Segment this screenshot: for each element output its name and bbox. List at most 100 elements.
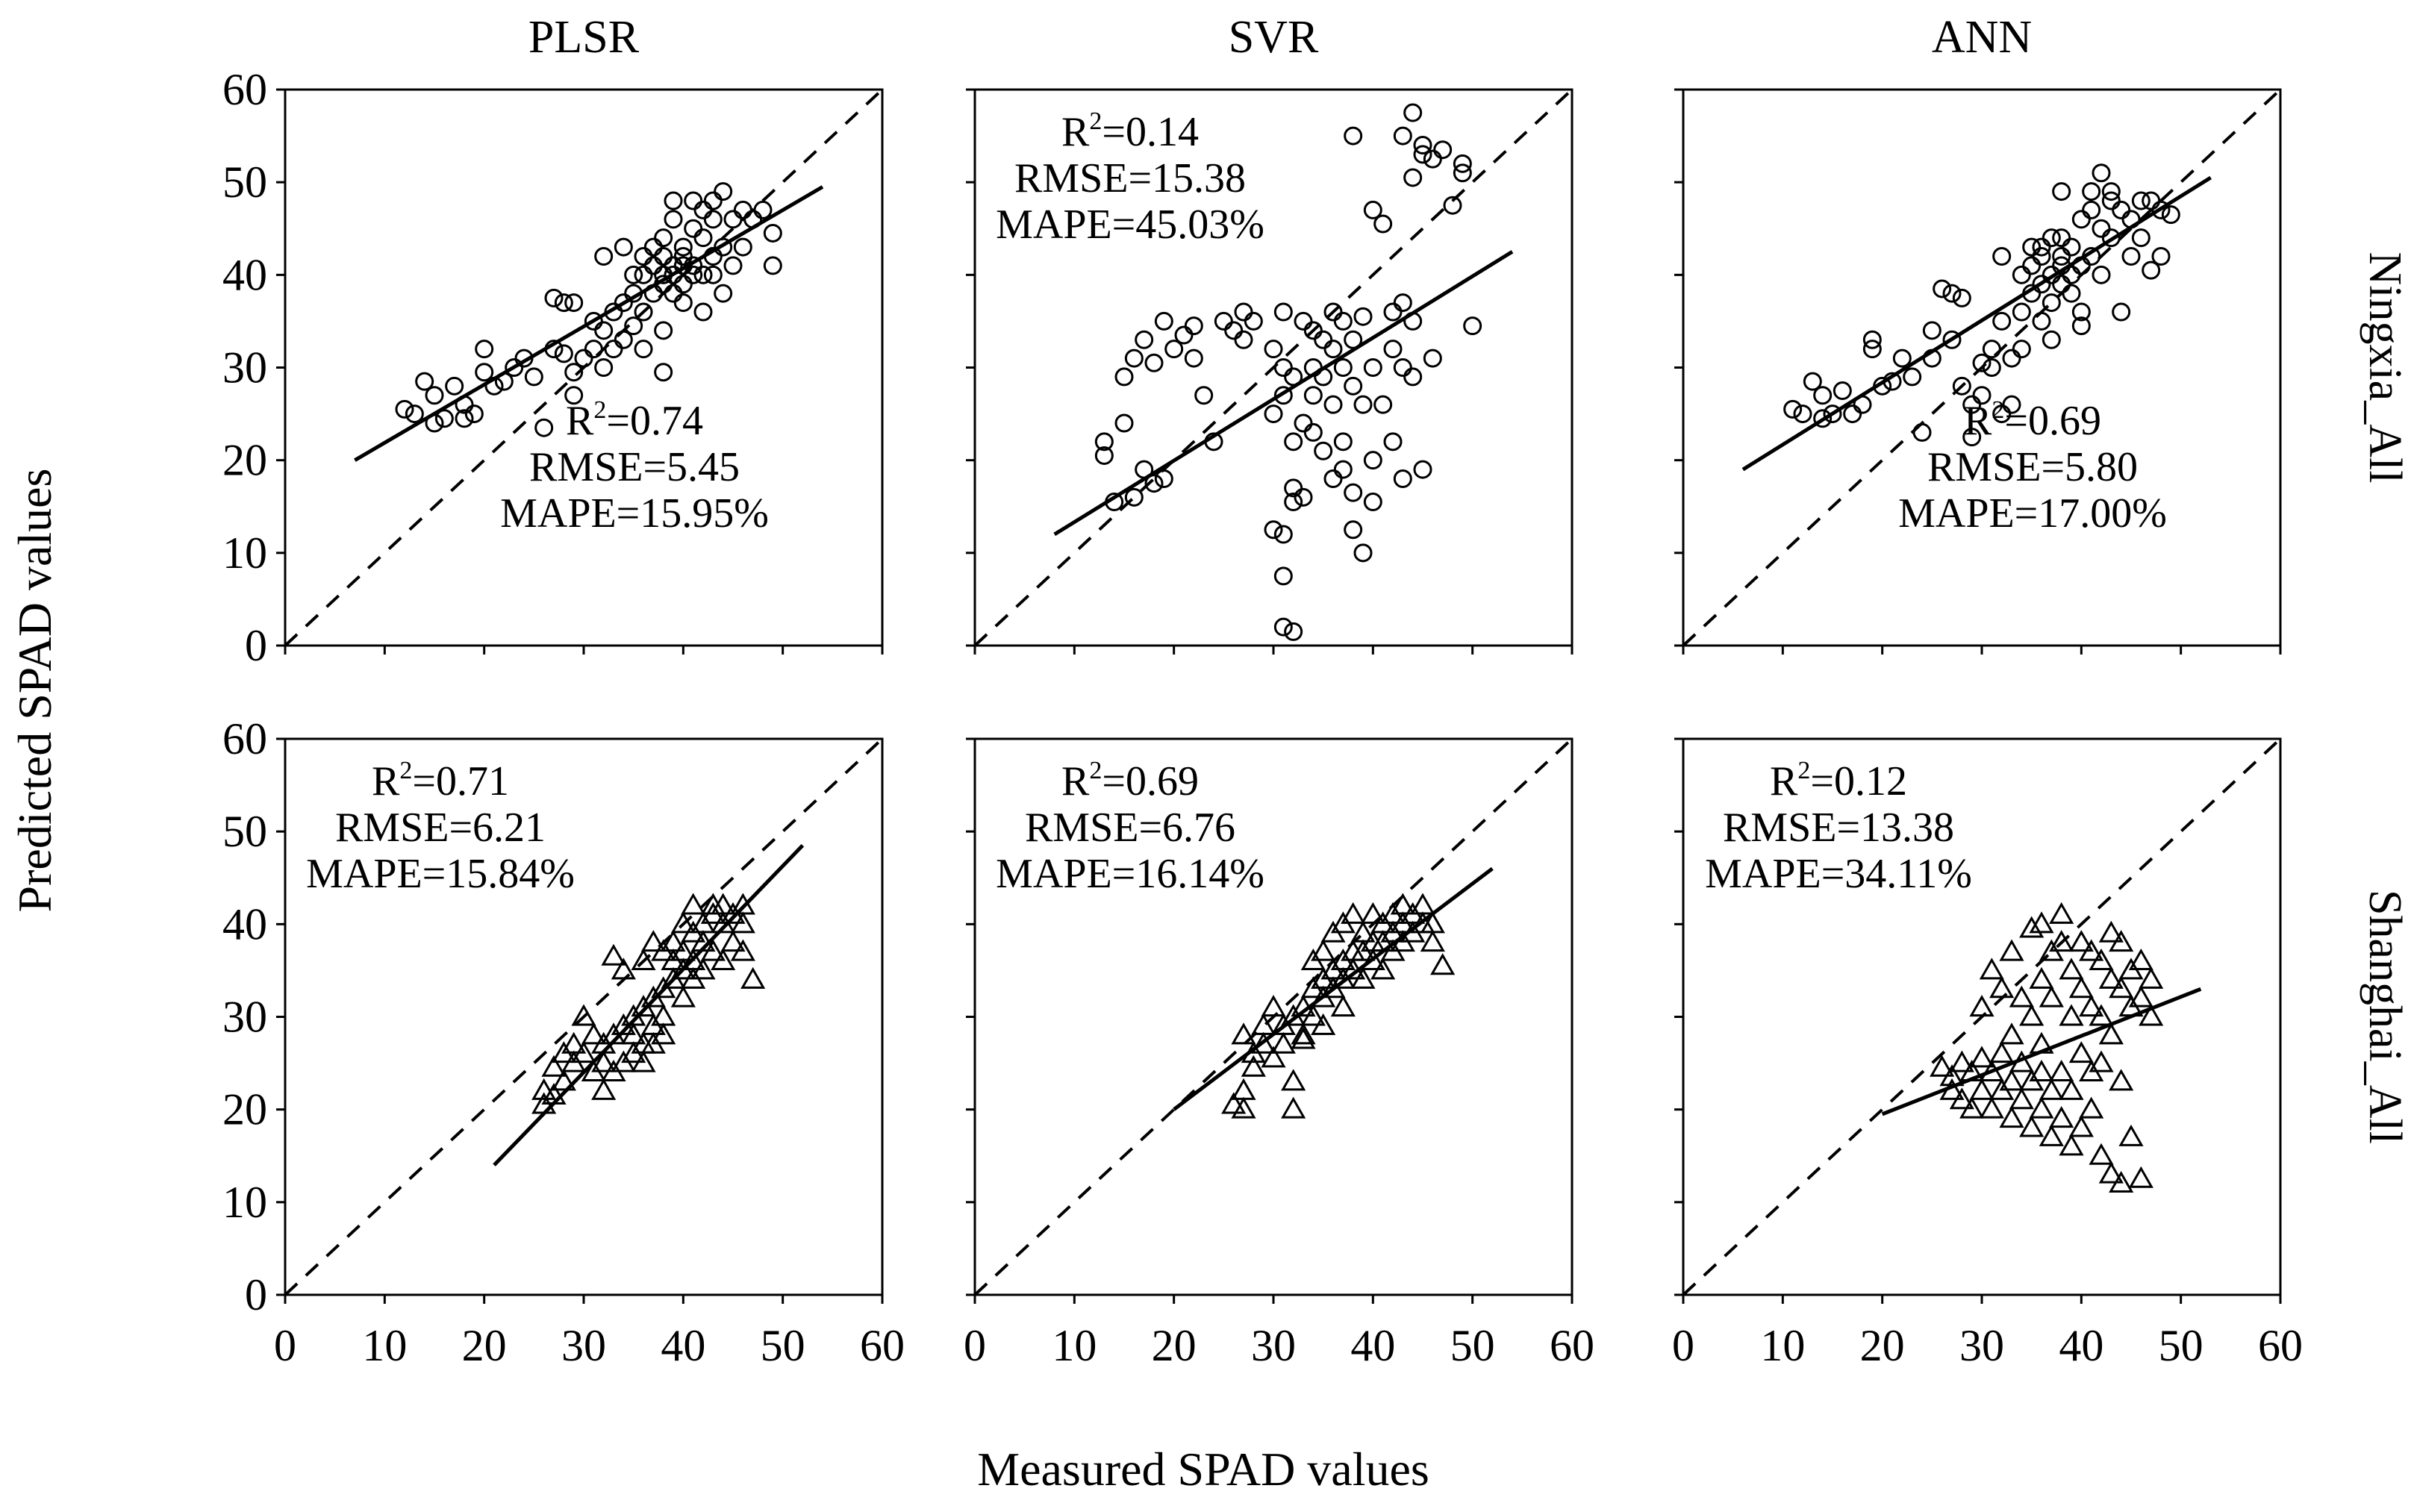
data-point (703, 191, 723, 210)
data-point (1244, 311, 1263, 331)
data-point (1413, 145, 1432, 164)
data-point (2112, 302, 2131, 322)
data-point (1423, 149, 1442, 169)
x-tick-label: 10 (1760, 1321, 1805, 1370)
data-point (1323, 395, 1343, 414)
data-point (2042, 293, 2061, 313)
y-tick-label: 30 (222, 993, 267, 1042)
data-point (2131, 191, 2151, 210)
data-point (711, 893, 736, 915)
x-tick-label: 60 (860, 1321, 905, 1370)
data-point (1264, 404, 1283, 424)
row-label: Shanghai_All (2360, 890, 2410, 1144)
data-point (2029, 966, 2054, 989)
data-point (564, 363, 584, 382)
data-point (1154, 469, 1173, 488)
data-point (654, 247, 673, 266)
data-point (1903, 367, 1922, 387)
rmse-label: RMSE=15.38 (1014, 155, 1246, 202)
mape-label: MAPE=15.84% (306, 851, 575, 897)
data-point (1231, 1096, 1256, 1119)
data-point (2089, 1050, 2114, 1072)
data-point (1979, 1059, 2004, 1081)
data-point (1972, 353, 1992, 372)
data-point (2049, 1106, 2074, 1128)
data-point (2079, 1096, 2104, 1119)
y-tick-label: 10 (222, 528, 267, 578)
data-point (711, 948, 736, 970)
data-point (1793, 404, 1812, 424)
x-tick-label: 0 (964, 1321, 986, 1370)
data-point (1124, 487, 1144, 507)
data-point (684, 265, 703, 284)
x-tick-label: 30 (561, 1321, 606, 1370)
data-point (621, 1022, 646, 1045)
data-point (591, 1078, 617, 1100)
data-point (643, 237, 663, 257)
data-point (1333, 311, 1353, 331)
y-tick-label: 10 (222, 1178, 267, 1227)
data-point (1300, 1004, 1326, 1026)
data-point (1294, 487, 1313, 507)
data-point (2092, 163, 2111, 183)
x-tick-label: 10 (1052, 1321, 1097, 1370)
data-point (1803, 372, 1822, 391)
data-point (634, 340, 653, 359)
data-point (723, 256, 743, 275)
data-point (1383, 340, 1403, 359)
x-tick-label: 30 (1959, 1321, 2004, 1370)
data-point (2059, 1134, 2084, 1156)
data-point (1453, 163, 1472, 183)
row-label: Ningxia_All (2360, 252, 2410, 484)
data-point (670, 985, 696, 1008)
data-point (2092, 265, 2111, 284)
data-point (455, 409, 474, 428)
data-point (505, 358, 524, 377)
data-point (1423, 349, 1442, 368)
data-point (1413, 136, 1432, 154)
data-point (703, 265, 723, 284)
data-point (601, 943, 626, 966)
data-point (2019, 1004, 2045, 1026)
data-point (581, 1022, 606, 1045)
data-point (664, 265, 683, 284)
data-point (1972, 386, 1992, 405)
data-point (2019, 916, 2045, 938)
data-point (1344, 483, 1363, 502)
data-point (2059, 1004, 2084, 1026)
column-title: ANN (1932, 12, 2032, 63)
mape-label: MAPE=34.11% (1705, 851, 1972, 897)
data-point (2121, 247, 2141, 266)
data-point (1403, 367, 1423, 387)
data-point (1949, 1050, 1974, 1072)
data-point (2109, 976, 2134, 999)
data-point (1261, 1046, 1286, 1068)
data-point (1992, 404, 2012, 424)
data-point (2039, 1078, 2064, 1100)
data-point (1962, 395, 1982, 414)
data-point (1144, 353, 1164, 372)
data-point (2062, 284, 2081, 303)
data-point (693, 265, 713, 284)
data-point (1323, 302, 1343, 322)
rmse-label: RMSE=5.80 (1927, 444, 2138, 490)
data-point (2092, 219, 2111, 238)
data-point (2101, 228, 2121, 248)
data-point (554, 344, 573, 363)
data-point (2039, 985, 2064, 1008)
data-point (1982, 358, 2001, 377)
data-point (2071, 316, 2091, 336)
data-point (631, 948, 656, 970)
data-point (1344, 126, 1363, 146)
data-point (714, 237, 733, 257)
data-point (1314, 330, 1333, 349)
data-point (1433, 140, 1453, 160)
mape-label: MAPE=45.03% (996, 202, 1264, 248)
fit-line (1741, 175, 2212, 472)
y-tick-label: 40 (222, 250, 267, 299)
data-point (2128, 985, 2153, 1008)
mape-label: MAPE=16.14% (996, 851, 1264, 897)
data-point (1933, 279, 1952, 299)
data-point (415, 372, 434, 391)
data-point (1234, 330, 1253, 349)
